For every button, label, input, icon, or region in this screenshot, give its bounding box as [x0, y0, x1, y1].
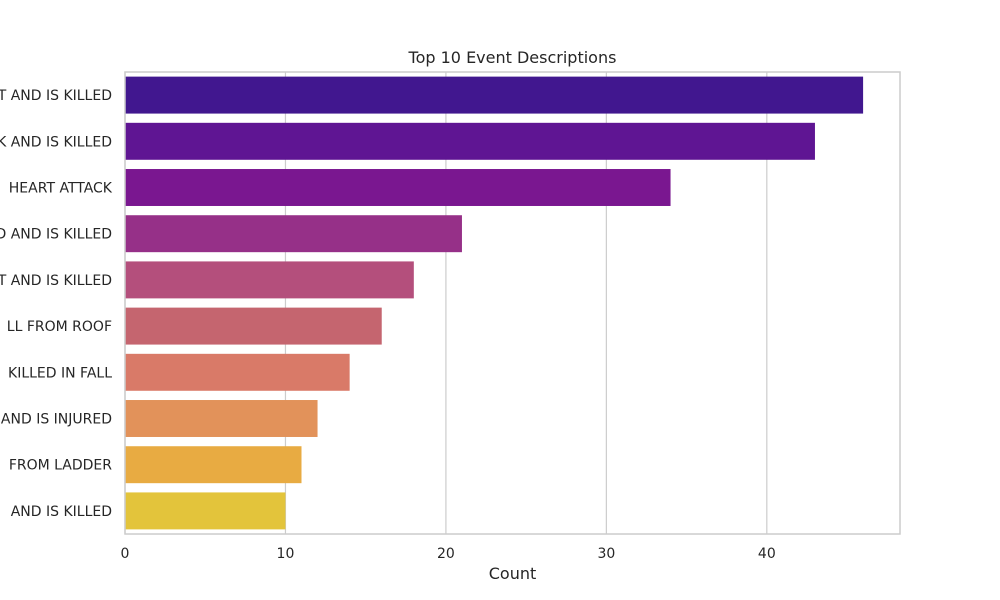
plot-frame	[124, 71, 901, 535]
x-tick-label: 20	[437, 546, 455, 562]
y-tick-labels: T AND IS KILLED K AND IS KILLED HEART ATTA…	[0, 88, 113, 520]
x-tick-labels: 0 10 20 30 40	[121, 546, 776, 562]
y-tick-label: KILLED IN FALL	[8, 365, 112, 381]
y-tick-label: T AND IS KILLED	[0, 273, 112, 289]
y-tick-label: AND IS KILLED	[11, 504, 112, 520]
y-tick-label: FROM LADDER	[9, 458, 112, 474]
y-tick-label: HEART ATTACK	[9, 181, 113, 197]
bar	[125, 492, 286, 530]
bar	[125, 76, 864, 114]
x-axis-label: Count	[489, 564, 537, 583]
y-tick-label: LL FROM ROOF	[7, 319, 112, 335]
x-tick-label: 10	[277, 546, 295, 562]
bar	[125, 261, 414, 299]
y-tick-label: AND IS INJURED	[1, 412, 112, 428]
chart-title: Top 10 Event Descriptions	[408, 48, 617, 67]
bar	[125, 353, 350, 391]
bar	[125, 169, 671, 206]
x-tick-label: 30	[597, 546, 615, 562]
bar	[125, 122, 815, 160]
y-tick-label: D AND IS KILLED	[0, 227, 112, 243]
bars	[125, 76, 864, 530]
x-tick-label: 0	[121, 546, 130, 562]
y-tick-label: K AND IS KILLED	[0, 134, 112, 150]
bar	[125, 307, 382, 345]
y-tick-label: T AND IS KILLED	[0, 88, 112, 104]
bar	[125, 215, 462, 253]
x-tick-label: 40	[758, 546, 776, 562]
bar	[125, 400, 318, 437]
bar	[125, 446, 302, 484]
